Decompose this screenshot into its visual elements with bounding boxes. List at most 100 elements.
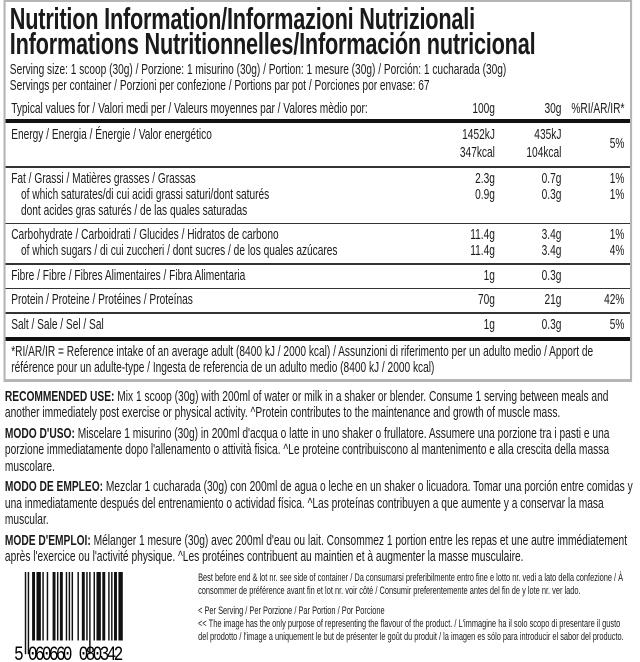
table-row: Energy / Energia / Énergie / Valor energ… bbox=[6, 127, 630, 143]
barcode-left-digits: 060660 bbox=[28, 643, 73, 662]
protein-ri: 42% bbox=[604, 292, 625, 308]
title-line-1: Nutrition Information/Informazioni Nutri… bbox=[9, 1, 475, 36]
barcode-bar bbox=[24, 571, 27, 654]
barcode-bar bbox=[65, 571, 68, 640]
barcode: 5 060660 080342 bbox=[14, 571, 124, 662]
header-ri: %RI/AR/IR* bbox=[571, 101, 625, 117]
fibre-30g: 0.3g bbox=[541, 267, 562, 284]
usage-it: MODO D'USO: Miscelare 1 misurino (30g) i… bbox=[5, 426, 635, 476]
fat-ri: 1% bbox=[609, 170, 625, 187]
serving-size: Serving size: 1 scoop (30g) / Porzione: … bbox=[9, 62, 507, 78]
table-row: Protein / Proteine / Protéines / Proteín… bbox=[6, 292, 630, 308]
salt-ri: 5% bbox=[609, 316, 625, 333]
barcode-bar bbox=[27, 571, 30, 654]
barcode-bar bbox=[71, 571, 74, 640]
fibre-ri bbox=[561, 268, 624, 284]
spacer bbox=[11, 145, 425, 161]
best-before-note: Best before end & lot nr. see side of co… bbox=[198, 571, 624, 597]
barcode-lead-digit: 5 bbox=[14, 643, 24, 662]
fibre-group: Fibre / Fibre / Fibres Alimentaires / Fi… bbox=[6, 265, 630, 288]
protein-group: Protein / Proteine / Protéines / Proteín… bbox=[6, 289, 630, 312]
barcode-bar bbox=[111, 571, 113, 640]
barcode-bar bbox=[86, 571, 88, 640]
table-row: of which saturates/di cui acidi grassi s… bbox=[6, 187, 630, 203]
barcode-bar bbox=[56, 571, 59, 640]
table-header: Typical values for / Valori medi per / V… bbox=[6, 101, 630, 119]
divider bbox=[5, 222, 631, 224]
energy-group: Energy / Energia / Énergie / Valor energ… bbox=[6, 123, 630, 166]
energy-kj-30g: 435kJ bbox=[534, 127, 562, 143]
barcode-bar bbox=[42, 571, 44, 640]
barcode-bar bbox=[93, 571, 96, 640]
barcode-bar bbox=[81, 571, 85, 640]
barcode-bar bbox=[102, 571, 106, 640]
divider bbox=[5, 287, 631, 289]
small-print: Best before end & lot nr. see side of co… bbox=[198, 572, 632, 662]
servings-per-container: Servings per container / Porzioni per co… bbox=[9, 78, 430, 94]
fibre-label: Fibre / Fibre / Fibres Alimentaires / Fi… bbox=[11, 267, 246, 284]
salt-100g: 1g bbox=[483, 316, 495, 333]
sugars-30g: 3.4g bbox=[541, 243, 562, 259]
header-100g: 100g bbox=[472, 101, 495, 117]
table-row: Fibre / Fibre / Fibres Alimentaires / Fi… bbox=[6, 268, 630, 284]
energy-kcal-100g: 347kcal bbox=[459, 145, 495, 161]
usage-heading: MODE D'EMPLOI: bbox=[4, 532, 91, 549]
title-line-2: Informations Nutritionnelles/Información… bbox=[9, 26, 536, 61]
sugars-label: of which sugars / di cui zuccheri / dont… bbox=[21, 243, 338, 259]
barcode-bar bbox=[32, 571, 36, 640]
bottom-section: 5 060660 080342 Best before end & lot nr… bbox=[0, 571, 640, 662]
protein-30g: 21g bbox=[544, 292, 562, 308]
protein-100g: 70g bbox=[477, 292, 495, 308]
energy-kcal-30g: 104kcal bbox=[526, 145, 562, 161]
energy-ri: 5% bbox=[609, 136, 625, 152]
header-30g: 30g bbox=[544, 101, 562, 117]
table-row: of which sugars / di cui zuccheri / dont… bbox=[6, 243, 630, 259]
divider-thick bbox=[5, 336, 631, 341]
image-note: << The image has the only purpose of rep… bbox=[198, 617, 624, 643]
fibre-100g: 1g bbox=[483, 267, 495, 284]
protein-label: Protein / Proteine / Protéines / Proteín… bbox=[11, 292, 193, 308]
usage-text: Miscelare 1 misurino (30g) in 200ml d'ac… bbox=[4, 425, 610, 475]
table-row: dont acides gras saturés / de las quales… bbox=[6, 203, 630, 219]
divider bbox=[5, 166, 631, 168]
saturates-label-2: dont acides gras saturés / de las quales… bbox=[21, 202, 248, 219]
carbohydrate-label: Carbohydrate / Carboidrati / Glucides / … bbox=[11, 227, 279, 243]
divider bbox=[5, 312, 631, 314]
saturates-ri: 1% bbox=[609, 186, 625, 203]
divider-thick bbox=[5, 119, 631, 123]
barcode-bar bbox=[77, 571, 79, 640]
barcode-bar bbox=[114, 571, 117, 640]
salt-label: Salt / Sale / Sel / Sal bbox=[11, 316, 104, 333]
barcode-bar bbox=[59, 571, 63, 640]
saturates-label: of which saturates/di cui acidi grassi s… bbox=[21, 186, 270, 203]
barcode-bar bbox=[89, 571, 91, 654]
fat-30g: 0.7g bbox=[541, 170, 562, 187]
carbohydrate-30g: 3.4g bbox=[541, 227, 562, 243]
table-row: Carbohydrate / Carboidrati / Glucides / … bbox=[6, 227, 630, 243]
barcode-bar bbox=[46, 571, 49, 640]
usage-text: Mélanger 1 mesure (30g) avec 200ml d'eau… bbox=[4, 532, 628, 566]
usage-es: MODO DE EMPLEO: Mezclar 1 cucharada (30g… bbox=[5, 479, 635, 529]
usage-fr: MODE D'EMPLOI: Mélanger 1 mesure (30g) a… bbox=[5, 533, 635, 566]
salt-group: Salt / Sale / Sel / Sal 1g 0.3g 5% bbox=[6, 314, 630, 337]
usage-heading: RECOMMENDED USE: bbox=[4, 388, 115, 405]
usage-heading: MODO DE EMPLEO: bbox=[4, 479, 104, 495]
sugars-ri: 4% bbox=[609, 243, 625, 259]
barcode-bar bbox=[36, 571, 41, 640]
usage-heading: MODO D'USO: bbox=[4, 425, 75, 442]
sugars-100g: 11.4g bbox=[470, 243, 495, 259]
saturates-30g: 0.3g bbox=[541, 186, 562, 203]
barcode-bars bbox=[24, 571, 123, 654]
fat-100g: 2.3g bbox=[475, 170, 495, 187]
carbohydrate-group: Carbohydrate / Carboidrati / Glucides / … bbox=[6, 224, 630, 263]
fat-label: Fat / Grassi / Matières grasses / Grassa… bbox=[11, 170, 196, 187]
fat-group: Fat / Grassi / Matières grasses / Grassa… bbox=[6, 168, 630, 223]
usage-en: RECOMMENDED USE: Mix 1 scoop (30g) with … bbox=[5, 389, 635, 422]
per-serving-note: < Per Serving / Per Porzione / Par Porti… bbox=[198, 604, 385, 617]
energy-label: Energy / Energia / Énergie / Valor energ… bbox=[11, 127, 212, 143]
barcode-right-digits: 080342 bbox=[79, 643, 124, 662]
energy-kj-100g: 1452kJ bbox=[462, 127, 495, 143]
footnote: *RI/AR/IR = Reference intake of an avera… bbox=[11, 343, 594, 376]
table-row: 347kcal 104kcal 5% bbox=[6, 136, 630, 161]
